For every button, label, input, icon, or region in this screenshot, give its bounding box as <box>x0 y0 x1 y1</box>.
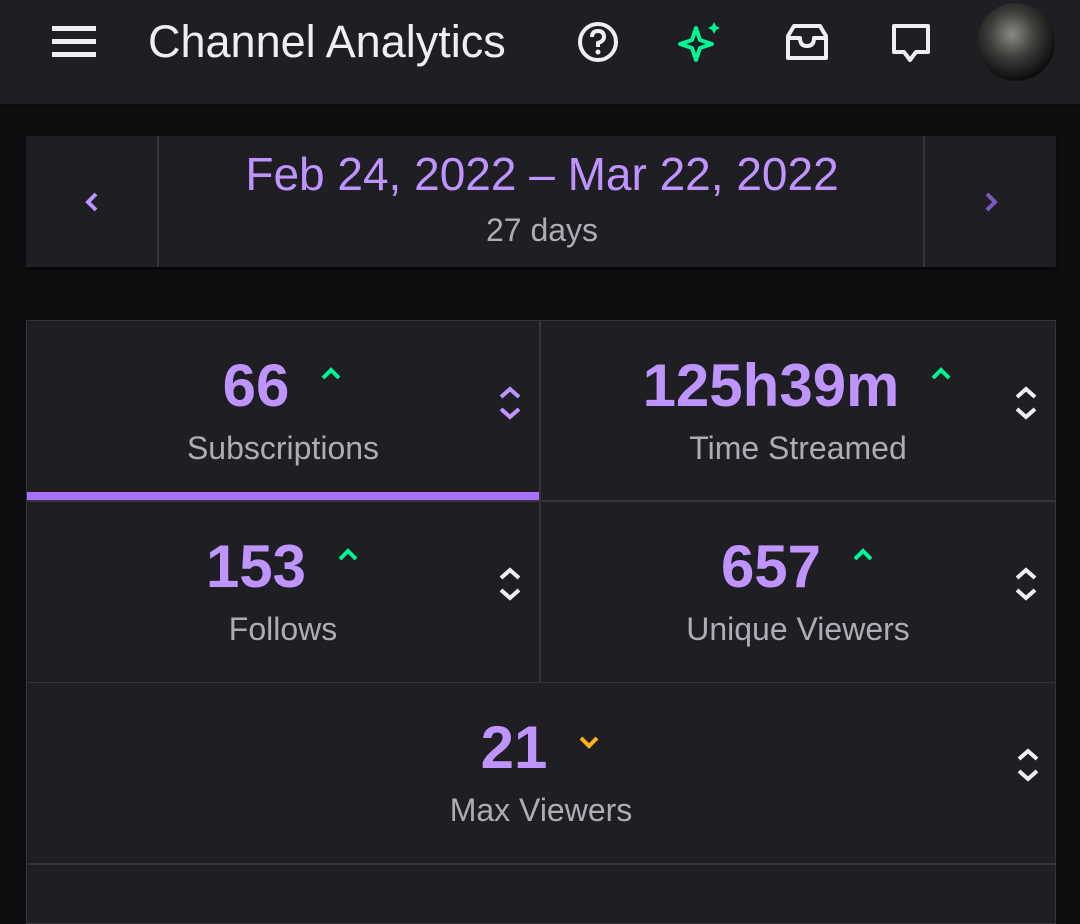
stat-cell[interactable]: 66 Subscriptions <box>26 320 540 501</box>
sort-icon[interactable] <box>1013 566 1039 602</box>
date-range: Feb 24, 2022 – Mar 22, 2022 <box>245 148 839 200</box>
sort-icon[interactable] <box>1013 385 1039 421</box>
date-duration: 27 days <box>485 212 599 248</box>
chevron-right <box>985 192 998 212</box>
next-button[interactable] <box>923 136 1056 267</box>
stat-value: 66 <box>222 352 290 419</box>
trend-up-icon <box>932 367 951 380</box>
stat-label: Unique Viewers <box>686 611 910 647</box>
menu-button[interactable] <box>50 26 98 60</box>
selected-indicator <box>27 492 539 500</box>
trend-up-icon <box>853 548 873 561</box>
stat-label: Follows <box>228 611 338 647</box>
header: Channel Analytics <box>0 0 1080 106</box>
avatar[interactable] <box>976 2 1056 82</box>
stat-value: 21 <box>480 714 548 781</box>
stat-value-row: 21 <box>27 713 1055 783</box>
page-title: Channel Analytics <box>148 16 506 67</box>
help-button[interactable] <box>576 20 620 64</box>
stat-cell[interactable]: 21 Max Viewers <box>26 682 1056 864</box>
stat-value: 657 <box>720 533 822 600</box>
stat-value: 153 <box>205 533 307 600</box>
stat-value: 125h39m <box>642 352 900 419</box>
previous-button[interactable] <box>26 136 159 267</box>
chevron-left <box>85 192 98 212</box>
stat-cell[interactable]: 657 Unique Viewers <box>540 501 1056 683</box>
stat-value-row: 66 <box>27 351 539 421</box>
trend-down-icon <box>579 736 599 749</box>
stat-label: Time Streamed <box>689 430 907 466</box>
trend-up-icon <box>338 548 358 561</box>
stat-cell[interactable]: 153 Follows <box>26 501 540 683</box>
stat-value-row: 125h39m <box>541 351 1055 421</box>
stat-label: Max Viewers <box>449 792 633 828</box>
stat-value-row: 153 <box>27 532 539 602</box>
sort-icon[interactable] <box>1015 747 1041 783</box>
stat-cell <box>26 864 1056 924</box>
sparkle-button[interactable] <box>678 20 724 66</box>
trend-up-icon <box>321 367 341 380</box>
sort-icon[interactable] <box>497 385 523 421</box>
whispers-button[interactable] <box>890 22 932 66</box>
inbox-button[interactable] <box>784 22 830 62</box>
stat-cell[interactable]: 125h39m Time Streamed <box>540 320 1056 501</box>
stat-value-row: 657 <box>541 532 1055 602</box>
date-range-card: Feb 24, 2022 – Mar 22, 2022 27 days <box>26 136 1056 267</box>
sort-icon[interactable] <box>497 566 523 602</box>
stat-label: Subscriptions <box>186 430 380 466</box>
